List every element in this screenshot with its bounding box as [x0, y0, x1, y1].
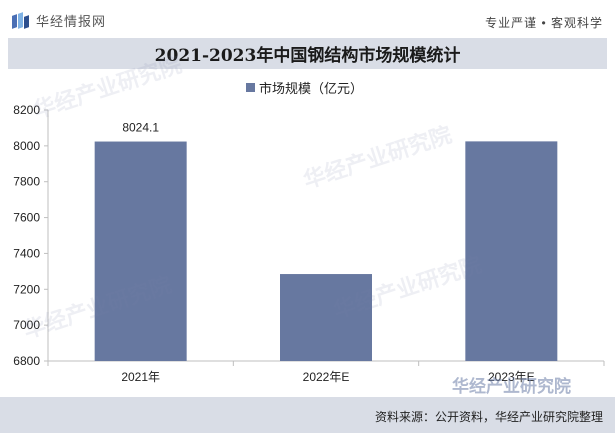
legend: 市场规模（亿元） [246, 78, 363, 97]
chart-title: 2021-2023年中国钢结构市场规模统计 [154, 46, 461, 66]
slogan: 专业严谨 • 客观科学 [485, 16, 603, 30]
y-tick-label: 6800 [13, 354, 40, 368]
y-tick-label: 7600 [13, 211, 40, 225]
legend-swatch [246, 83, 255, 92]
bar [94, 141, 187, 361]
data-label: 8024.1 [122, 121, 159, 135]
legend-label: 市场规模（亿元） [259, 81, 364, 96]
top-bar: 华经情报网 专业严谨 • 客观科学 [0, 0, 615, 36]
x-tick-label: 2022年E [303, 370, 350, 384]
y-tick-label: 8000 [13, 139, 40, 153]
bar [280, 274, 372, 361]
x-tick-label: 2021年 [121, 370, 160, 384]
watermark-logo-text: 华经产业研究院 [452, 377, 571, 396]
y-tick-label: 7800 [13, 175, 40, 189]
footer-bar [0, 397, 615, 433]
y-tick-label: 8200 [13, 103, 40, 117]
y-tick-label: 7200 [13, 282, 40, 296]
bar [465, 141, 558, 361]
logo: 华经情报网 [12, 11, 106, 30]
x-tick-label: 2023年E [488, 370, 535, 384]
title-bar: 2021-2023年中国钢结构市场规模统计 [8, 38, 607, 69]
y-tick-label: 7000 [13, 318, 40, 332]
source-note: 资料来源：公开资料，华经产业研究院整理 [374, 410, 603, 424]
y-tick-label: 7400 [13, 246, 40, 260]
logo-text: 华经情报网 [36, 14, 107, 29]
